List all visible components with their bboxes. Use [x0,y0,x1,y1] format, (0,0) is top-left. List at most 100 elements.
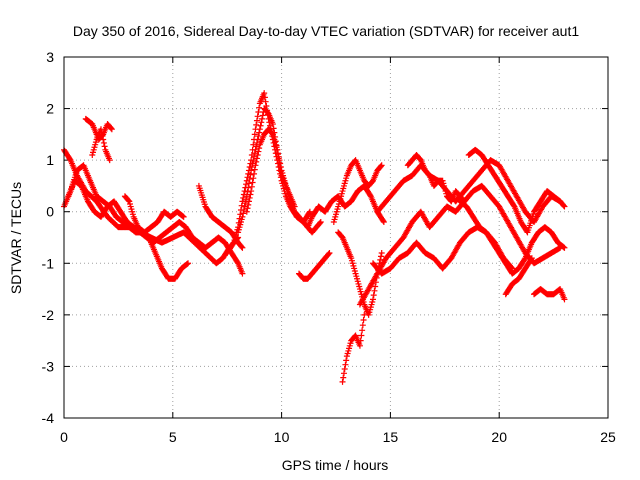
data-point [238,202,245,209]
y-tick-label: -1 [42,255,55,271]
data-point [185,260,192,267]
data-point [241,188,248,195]
data-point [256,104,263,111]
data-point [262,98,269,105]
data-point [255,133,262,140]
series-arc-13 [330,157,385,226]
data-point [377,253,384,260]
y-tick-label: -4 [42,410,55,426]
series-arc-23 [531,286,568,303]
data-point [251,131,258,138]
data-point [358,332,365,339]
data-point [248,183,255,190]
series-arc-16 [356,182,564,308]
data-point [256,126,263,133]
data-point [370,292,377,299]
data-point [244,205,251,212]
data-point [340,374,347,381]
data-point [253,121,260,128]
data-point [248,188,255,195]
data-point [252,162,259,169]
data-point [255,148,262,155]
data-point [239,213,246,220]
y-tick-label: 1 [46,152,54,168]
series-arc-3 [65,177,246,277]
data-point [97,126,104,133]
data-point [255,109,262,116]
data-point [291,203,298,210]
data-point [269,121,276,128]
x-tick-label: 20 [491,429,507,445]
data-point [317,219,324,226]
data-point [371,287,378,294]
series-arc-5 [89,126,113,164]
data-point [254,151,261,158]
data-point [339,378,346,385]
series-arc-15 [339,311,368,385]
x-tick-label: 5 [169,429,177,445]
data-point [380,219,387,226]
data-point [369,296,376,303]
data-point [253,158,260,165]
data-point [276,157,283,164]
data-point [561,203,568,210]
data-point [246,194,253,201]
data-point [239,270,246,277]
data-point [380,217,387,224]
data-point [98,129,105,136]
data-point [99,133,106,140]
chart-title: Day 350 of 2016, Sidereal Day-to-day VTE… [73,23,580,39]
series-arc-11 [296,249,333,282]
data-point [378,162,385,169]
data-point [528,255,535,262]
data-point [100,139,107,146]
data-point [256,145,263,152]
data-point [100,136,107,143]
data-point [245,184,252,191]
data-point [261,94,268,101]
data-point [357,337,364,344]
data-point [249,179,256,186]
data-point [251,166,258,173]
data-point [377,163,384,170]
data-point [359,327,366,334]
data-point [277,160,284,167]
data-point [259,115,266,122]
x-tick-label: 0 [60,429,68,445]
data-point [101,143,108,150]
y-tick-label: -2 [42,307,55,323]
data-point [317,219,324,226]
data-point [245,201,252,208]
data-point [239,244,246,251]
data-point [243,181,250,188]
y-axis-label: SDTVAR / TECUs [8,182,24,294]
data-point [108,125,115,132]
data-point [253,117,260,124]
data-markers [61,90,568,385]
x-tick-label: 15 [383,429,399,445]
data-point [240,210,247,217]
data-point [342,361,349,368]
data-point [125,197,132,204]
data-point [246,176,253,183]
data-point [248,167,255,174]
y-tick-label: 0 [46,204,54,220]
data-point [561,296,568,303]
series-arc-12 [304,182,387,231]
series-arc-6 [121,193,187,236]
series-arc-22 [502,255,535,298]
data-point [247,171,254,178]
data-point [340,370,347,377]
y-tick-label: 2 [46,101,54,117]
data-point [360,317,367,324]
data-point [560,202,567,209]
data-point [108,126,115,133]
series-arc-10 [243,126,298,215]
data-point [359,322,366,329]
data-point [245,180,252,187]
data-point [270,125,277,132]
data-point [561,244,568,251]
data-point [326,249,333,256]
series-arc-21 [457,198,568,277]
